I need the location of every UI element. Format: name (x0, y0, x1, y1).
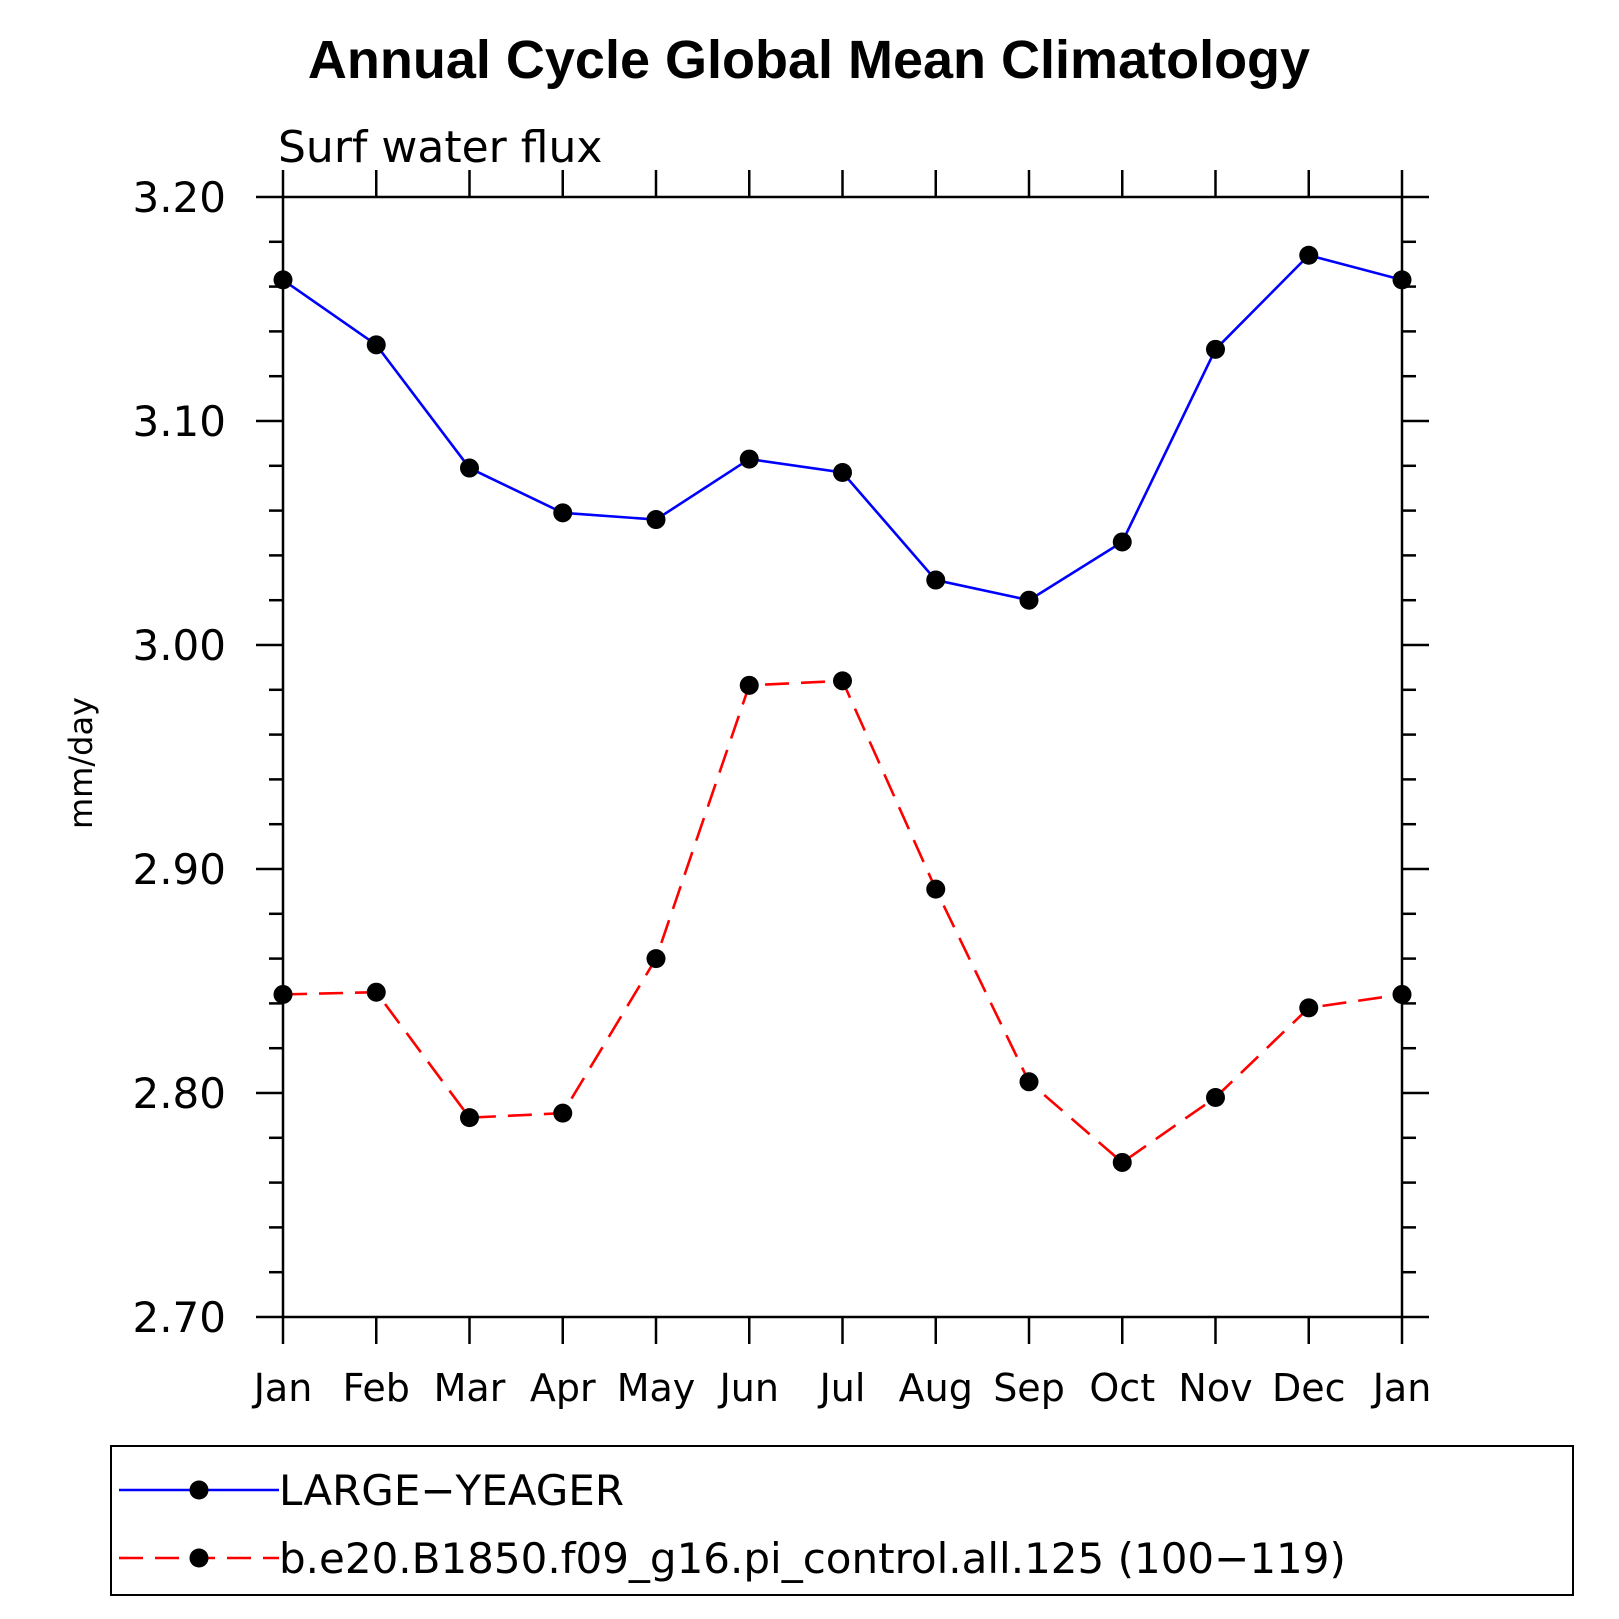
x-tick-label: Feb (343, 1366, 410, 1410)
series-line (282, 253, 1403, 602)
chart-title: Annual Cycle Global Mean Climatology (308, 30, 1310, 90)
series-2 (273, 671, 1412, 1172)
x-tick-label: Aug (899, 1366, 973, 1410)
y-axis-label: mm/day (62, 697, 100, 829)
data-point (1019, 590, 1039, 610)
data-point (366, 982, 386, 1002)
data-point (926, 570, 946, 590)
y-tick-label: 2.90 (132, 845, 226, 894)
data-point (739, 675, 759, 695)
data-point (926, 879, 946, 899)
y-tick-label: 2.80 (132, 1069, 226, 1118)
x-tick-label: Dec (1272, 1366, 1346, 1410)
chart-subtitle: Surf water flux (278, 122, 602, 173)
data-point (739, 449, 759, 469)
data-point (366, 335, 386, 355)
data-point (273, 270, 293, 290)
data-point (1299, 245, 1319, 265)
series-layer (273, 245, 1412, 1172)
legend: LARGE−YEAGER b.e20.B1850.f09_g16.pi_contr… (110, 1445, 1574, 1596)
x-tick-label: Apr (530, 1366, 596, 1410)
axis-ticks: Jan Feb Mar Apr May Jun Jul Aug Sep Oct Nov Dec Jan 2… (132, 170, 1431, 1410)
data-point (833, 671, 852, 691)
series-line (282, 679, 1403, 1165)
x-tick-label: May (617, 1366, 696, 1410)
data-point (460, 458, 479, 478)
plot-area (281, 195, 1404, 1319)
series-1 (273, 245, 1412, 610)
data-point (1206, 339, 1225, 359)
x-tick-label: Sep (993, 1366, 1065, 1410)
legend-label: LARGE−YEAGER (279, 1466, 624, 1515)
data-point (833, 463, 852, 483)
y-tick-label: 3.00 (132, 621, 226, 670)
plot-border (281, 195, 1404, 1319)
data-point (553, 1103, 573, 1123)
x-tick-label: Oct (1089, 1366, 1155, 1410)
data-point (273, 984, 293, 1004)
legend-label: b.e20.B1850.f09_g16.pi_control.all.125 (… (279, 1534, 1346, 1583)
data-point (1019, 1072, 1039, 1092)
x-tick-label: Nov (1178, 1366, 1252, 1410)
y-tick-label: 2.70 (132, 1293, 226, 1342)
data-point (1206, 1087, 1225, 1107)
y-tick-label: 3.20 (132, 173, 226, 222)
y-tick-label: 3.10 (132, 397, 226, 446)
legend-box (110, 1445, 1574, 1596)
data-point (1392, 984, 1412, 1004)
legend-swatch-marker (189, 1480, 209, 1500)
data-point (1112, 1152, 1132, 1172)
legend-swatch-marker (189, 1548, 209, 1568)
x-tick-label: Mar (434, 1366, 506, 1410)
data-point (646, 949, 666, 969)
x-tick-label: Jul (818, 1366, 866, 1410)
x-tick-label: Jan (252, 1366, 313, 1410)
data-point (1299, 998, 1319, 1018)
x-tick-label: Jun (718, 1366, 779, 1410)
data-point (460, 1108, 479, 1128)
data-point (1112, 532, 1132, 552)
data-point (1392, 270, 1412, 290)
x-tick-label: Jan (1371, 1366, 1432, 1410)
data-point (646, 510, 666, 530)
data-point (553, 503, 573, 523)
